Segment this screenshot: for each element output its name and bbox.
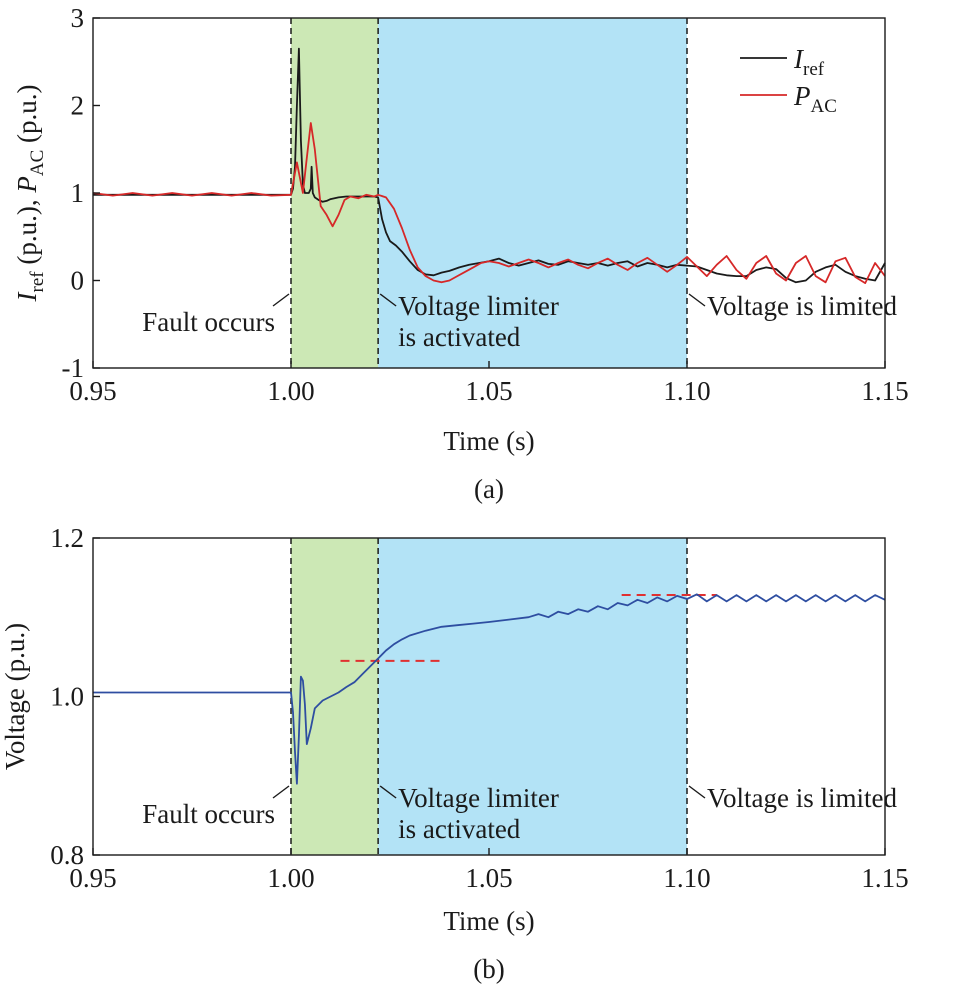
panel-b: 0.95 1.00 1.05 1.10 1.15 0.8 1.0 1.2 Fault occ… [0, 523, 909, 984]
series-lines [93, 593, 886, 785]
y-tick-label: 2 [71, 91, 85, 121]
legend-label: PAC [793, 81, 837, 117]
x-tick-label: 0.95 [69, 376, 116, 406]
event-lines [290, 538, 688, 855]
annotation-leader [272, 293, 290, 307]
legend-label: Iref [793, 44, 825, 80]
x-axis-label: Time (s) [443, 426, 534, 456]
x-tick-label: 1.05 [465, 863, 512, 893]
x-tick-label: 1.10 [663, 376, 710, 406]
shaded-region-1 [291, 538, 379, 855]
y-tick-label: 1.0 [50, 682, 84, 712]
shaded-region-2 [378, 538, 687, 855]
x-ticks: 0.95 1.00 1.05 1.10 1.15 [69, 848, 909, 893]
x-tick-label: 1.05 [465, 376, 512, 406]
y-ticks: 0.8 1.0 1.2 [50, 523, 100, 870]
series-lines [92, 47, 886, 285]
annotation-leader [379, 293, 397, 307]
y-tick-label: 1 [71, 178, 85, 208]
annotation-leader [688, 785, 706, 799]
annotation-leader [688, 293, 706, 307]
x-tick-label: 1.15 [861, 376, 908, 406]
annotation-label: Voltage is limited [707, 291, 897, 321]
x-tick-label: 0.95 [69, 863, 116, 893]
x-axis-label: Time (s) [443, 906, 534, 936]
y-axis-label: Iref (p.u.), PAC (p.u.) [12, 85, 48, 303]
series-line-i-ref [93, 47, 886, 284]
annotation-label: Fault occurs [142, 307, 275, 337]
annotation-label: is activated [398, 322, 521, 352]
annotation-label: is activated [398, 814, 521, 844]
panel-label: (b) [473, 954, 504, 984]
y-tick-label: 0.8 [50, 840, 84, 870]
annotation-label: Fault occurs [142, 799, 275, 829]
series-line-p-ac [92, 122, 886, 285]
x-tick-label: 1.10 [663, 863, 710, 893]
reference-lines [340, 594, 717, 662]
y-tick-label: 0 [71, 266, 85, 296]
annotation-leader [272, 785, 290, 799]
panel-label: (a) [474, 474, 504, 504]
y-tick-label: -1 [62, 353, 85, 383]
annotation-label: Voltage limiter [398, 783, 559, 813]
y-tick-label: 1.2 [50, 523, 84, 553]
x-tick-label: 1.00 [267, 863, 314, 893]
x-ticks: 0.95 1.00 1.05 1.10 1.15 [69, 361, 909, 406]
x-tick-label: 1.00 [267, 376, 314, 406]
annotation-leader [379, 785, 397, 799]
panel-a: 0.95 1.00 1.05 1.10 1.15 -1 0 1 2 3 Fault occurs… [12, 3, 909, 504]
annotation-label: Voltage limiter [398, 291, 559, 321]
x-tick-label: 1.15 [861, 863, 908, 893]
y-ticks: -1 0 1 2 3 [62, 3, 100, 383]
series-line-1 [93, 593, 886, 785]
y-axis-label: Voltage (p.u.) [0, 623, 30, 770]
shaded-regions [291, 538, 687, 855]
y-tick-label: 3 [71, 3, 85, 33]
annotation-label: Voltage is limited [707, 783, 897, 813]
shaded-regions [291, 18, 687, 368]
shaded-region-2 [378, 18, 687, 368]
